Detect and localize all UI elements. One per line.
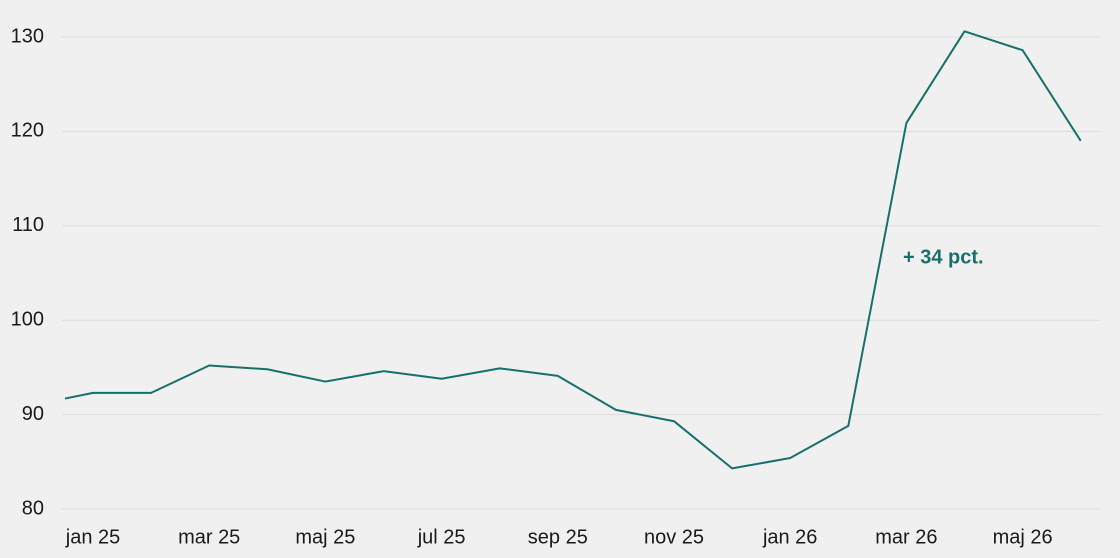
x-tick-label: maj 25 — [295, 526, 355, 548]
x-tick-label: maj 26 — [993, 526, 1053, 548]
y-tick-label: 120 — [11, 120, 44, 142]
x-tick-label: jul 25 — [417, 526, 466, 548]
x-tick-label: sep 25 — [528, 526, 588, 548]
y-tick-label: 90 — [22, 403, 44, 425]
line — [64, 30, 1082, 470]
y-tick-label: 100 — [11, 308, 44, 330]
y-tick-label: 110 — [12, 214, 44, 236]
annotation: + 34 pct. — [903, 246, 984, 268]
x-tick-label: mar 26 — [875, 526, 937, 548]
x-tick-label: jan 25 — [65, 526, 121, 548]
x-tick-label: mar 25 — [178, 526, 240, 548]
y-tick-label: 80 — [22, 497, 44, 519]
x-tick-label: nov 25 — [644, 526, 704, 548]
x-tick-label: jan 26 — [762, 526, 818, 548]
y-tick-label: 130 — [11, 25, 44, 47]
